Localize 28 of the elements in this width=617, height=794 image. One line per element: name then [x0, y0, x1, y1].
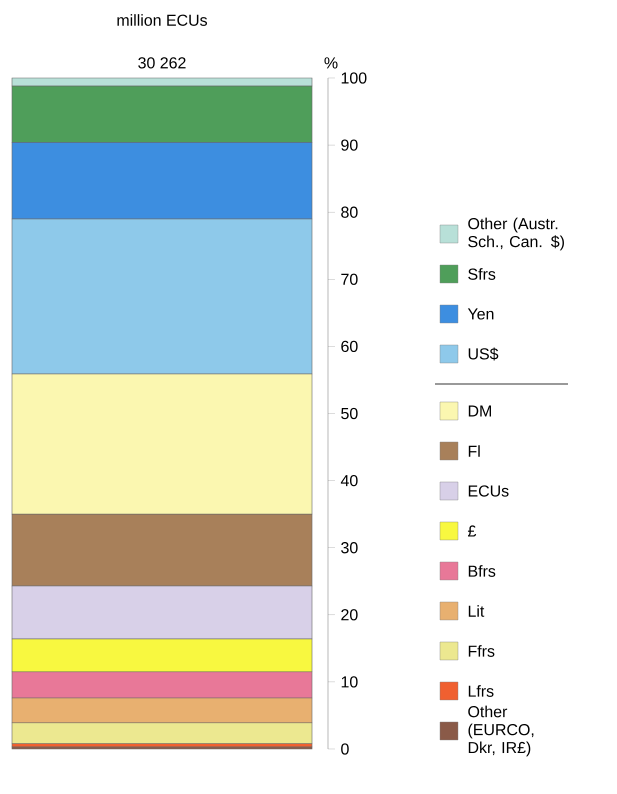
text: US$: [468, 348, 498, 360]
y-tick-label: 100: [342, 72, 366, 84]
legend-label: Other (Austr. Sch., Can. $): [468, 218, 564, 250]
legend-label: Other (EURCO, Dkr, IR£): [468, 706, 534, 756]
legend-label: Yen: [468, 308, 494, 320]
y-tick-label: 90: [341, 139, 358, 151]
legend-label: Sfrs: [468, 268, 496, 280]
legend-label: Bfrs: [468, 565, 496, 577]
chart-title: million ECUs: [117, 14, 207, 26]
legend-label: Ffrs: [468, 645, 494, 657]
legend-label: Lfrs: [468, 685, 494, 697]
legend-label: ECUs: [468, 485, 509, 497]
y-tick-label: 30: [341, 542, 358, 554]
text: 30 262: [138, 57, 186, 68]
y-tick-label: 10: [342, 676, 358, 688]
y-axis-title: %: [324, 57, 338, 68]
bar: [12, 746, 312, 750]
y-tick-label: 40: [340, 474, 358, 486]
legend-label: £: [468, 525, 476, 537]
legend-label: Fl: [468, 445, 480, 457]
legend-label: DM: [468, 406, 491, 416]
y-tick-label: 70: [341, 274, 358, 285]
y-tick-label: 0: [341, 743, 349, 755]
y-tick-label: 60: [341, 340, 358, 352]
y-tick-label: 80: [341, 206, 358, 218]
legend-label: Lit: [468, 605, 484, 617]
y-tick-label: 50: [341, 408, 358, 420]
y-tick-label: 20: [341, 609, 358, 620]
